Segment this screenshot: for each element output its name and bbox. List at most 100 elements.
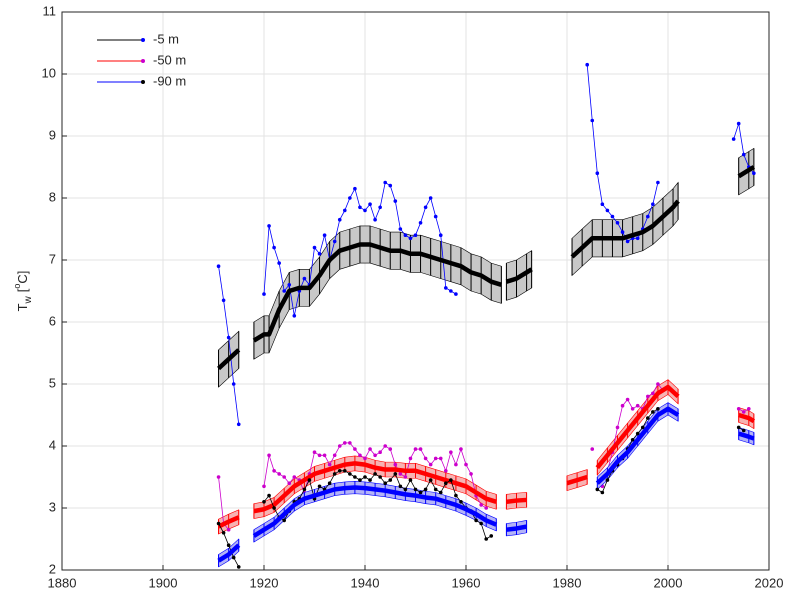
observation-point <box>292 314 297 318</box>
observation-point <box>368 202 372 206</box>
observation-point <box>348 472 352 476</box>
observation-point <box>635 431 640 436</box>
y-label-symbol: T <box>15 303 30 311</box>
observation-point <box>236 422 241 427</box>
trend-line <box>217 406 755 563</box>
observation-point <box>428 196 433 200</box>
observation-point <box>322 453 327 458</box>
observation-point <box>272 245 276 250</box>
observation-point <box>262 500 266 504</box>
observation-point <box>343 469 347 473</box>
y-tick-label: 11 <box>43 3 57 18</box>
x-tick-label: 1920 <box>250 575 279 590</box>
observation-point <box>656 407 660 411</box>
legend-label: -50 m <box>153 52 186 67</box>
observation-point <box>398 227 403 231</box>
observation-point <box>403 233 408 237</box>
observation-point <box>287 283 292 287</box>
observation-point <box>479 521 483 526</box>
observation-point <box>363 475 367 479</box>
observation-point <box>317 252 322 256</box>
legend-marker <box>141 59 145 63</box>
observation-point <box>459 500 463 504</box>
observation-point <box>741 410 746 414</box>
observation-point <box>625 397 630 402</box>
observation-point <box>383 180 388 185</box>
x-tick-label: 1900 <box>149 575 178 590</box>
observation-point <box>282 475 287 479</box>
observation-point <box>393 199 398 203</box>
legend-marker <box>141 38 145 42</box>
observation-point <box>388 478 393 482</box>
observation-point <box>454 462 458 467</box>
observation-point <box>595 487 600 492</box>
observation-point <box>267 453 271 458</box>
observation-point <box>408 456 413 461</box>
observation-point <box>585 62 589 67</box>
observation-point <box>747 407 751 411</box>
observation-point <box>272 506 276 510</box>
observation-point <box>358 453 362 458</box>
observation-point <box>378 450 382 455</box>
observation-point <box>383 444 388 448</box>
y-tick-label: 7 <box>49 251 56 266</box>
x-tick-label: 1980 <box>553 575 582 590</box>
observation-point <box>449 450 453 455</box>
observation-point <box>267 224 271 228</box>
observation-point <box>752 171 756 175</box>
observation-point <box>651 410 655 414</box>
observation-point <box>262 484 266 489</box>
observation-point <box>363 208 367 213</box>
observation-point <box>322 233 327 237</box>
observation-point <box>600 202 605 206</box>
y-tick-label: 3 <box>49 499 56 514</box>
observation-point <box>398 484 403 489</box>
trend-line <box>217 165 756 371</box>
observation-point <box>428 478 433 482</box>
observation-point <box>449 478 453 482</box>
observation-point <box>226 543 231 547</box>
observation-point <box>423 205 428 210</box>
observation-point <box>363 456 367 461</box>
observation-point <box>343 441 347 445</box>
y-tick-label: 4 <box>49 437 56 452</box>
observation-point <box>373 453 377 458</box>
observation-point <box>378 205 382 210</box>
y-tick-label: 6 <box>49 313 56 328</box>
observation-point <box>231 382 236 386</box>
observation-point <box>317 484 322 489</box>
observation-point <box>403 475 408 479</box>
observation-point <box>615 221 620 225</box>
observation-point <box>656 382 660 386</box>
observation-point <box>231 555 236 560</box>
observation-point <box>348 196 352 200</box>
observation-point <box>449 289 453 293</box>
observation-point <box>277 472 281 476</box>
observation-point <box>444 469 448 473</box>
observation-point <box>741 152 746 157</box>
observation-point <box>635 403 640 408</box>
observation-point <box>403 487 408 492</box>
observation-point <box>454 493 458 498</box>
observation-point <box>630 438 635 442</box>
observation-point <box>312 245 317 250</box>
observation-point <box>438 233 443 237</box>
observation-point <box>398 472 403 476</box>
observation-point <box>630 407 635 411</box>
observation-point <box>433 214 438 219</box>
observation-point <box>651 202 655 206</box>
observation-point <box>489 534 494 538</box>
observation-point <box>484 506 489 510</box>
y-tick-label: 5 <box>49 375 56 390</box>
observation-point <box>332 472 337 476</box>
observation-point <box>353 475 357 479</box>
observation-point <box>418 447 423 451</box>
observation-point <box>267 493 271 498</box>
observation-point <box>646 416 650 420</box>
observation-point <box>595 171 600 175</box>
y-axis-label: Tw [oC] <box>12 271 33 312</box>
observation-point <box>393 472 398 476</box>
observation-point <box>413 487 418 492</box>
observation-point <box>343 208 347 213</box>
observation-point <box>646 214 650 219</box>
